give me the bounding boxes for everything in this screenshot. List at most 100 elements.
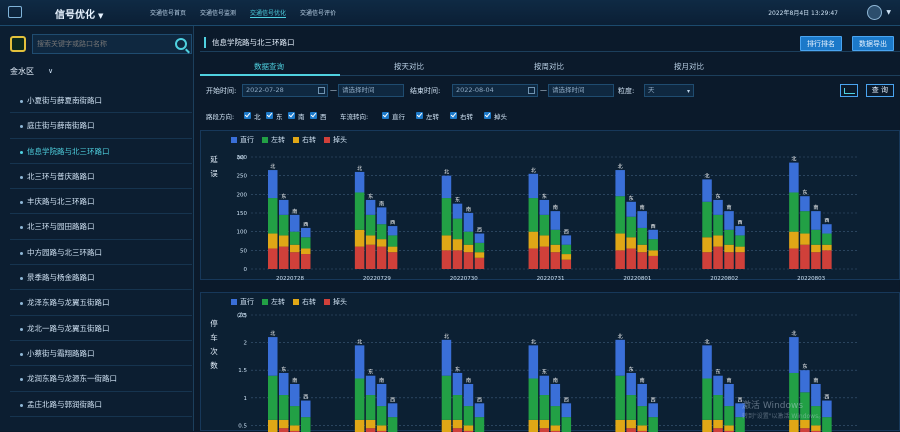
bar-segment — [474, 417, 485, 432]
bar-segment — [550, 406, 561, 426]
bar-segment — [626, 237, 636, 249]
bar-direction-label: 西 — [303, 395, 308, 401]
bar-segment — [441, 419, 452, 432]
query-button[interactable]: 查 询 — [865, 84, 894, 97]
rank-button[interactable]: 排行排名 — [800, 36, 842, 51]
nav-evaluate[interactable]: 交通信号评价 — [300, 10, 337, 17]
start-date-input[interactable]: 2022-07-28 — [242, 84, 328, 97]
bar-segment — [354, 229, 365, 247]
nav-optimize[interactable]: 交通信号优化 — [250, 10, 287, 18]
sidebar-item[interactable]: 龙泽东路与龙翼五街路口 — [10, 290, 192, 316]
y-tick-label: 50 — [240, 248, 247, 254]
chevron-down-icon[interactable]: ▼ — [886, 9, 891, 16]
search-input[interactable] — [37, 40, 167, 48]
bar-segment — [354, 419, 365, 432]
search-icon[interactable] — [175, 38, 187, 50]
sidebar-item[interactable]: 北三环与普庆路路口 — [10, 164, 192, 190]
bar-direction-label: 西 — [477, 228, 482, 234]
bar-segment — [626, 395, 636, 420]
end-time-input[interactable]: 请选择时间 — [548, 84, 614, 97]
sidebar-item[interactable]: 孟庄北路与郭润街路口 — [10, 392, 192, 417]
start-time-input[interactable]: 请选择时间 — [338, 84, 404, 97]
checkbox-south[interactable] — [288, 112, 295, 119]
legend-item[interactable]: 左转 — [262, 135, 285, 145]
legend-item[interactable]: 右转 — [293, 135, 316, 145]
range-dash: — — [330, 86, 337, 94]
bar-segment — [724, 425, 734, 431]
bar-segment — [301, 248, 311, 255]
main-content: 信息学院路与北三环路口 排行排名 数据导出 数据查询 按天对比 按周对比 按月对… — [200, 26, 900, 432]
bar-segment — [811, 425, 821, 431]
end-date-input[interactable]: 2022-08-04 — [452, 84, 538, 97]
sidebar-item[interactable]: 庭庄街与薛南街路口 — [10, 113, 192, 139]
bar-direction-label: 西 — [564, 229, 569, 235]
sidebar-item[interactable]: 龙润东路与龙源东一街路口 — [10, 366, 192, 392]
legend-straight-label: 直行 — [240, 136, 254, 144]
bar-segment — [376, 246, 387, 269]
checkbox-uturn[interactable] — [484, 112, 491, 119]
bar-segment — [789, 372, 799, 420]
nav-home[interactable]: 交通信号首页 — [150, 10, 187, 17]
granularity-select[interactable]: 天 ▾ — [644, 84, 694, 97]
sidebar-item[interactable]: 北三环与园田路路口 — [10, 214, 192, 240]
tab-month[interactable]: 按月对比 — [674, 62, 704, 71]
bar-segment — [528, 198, 539, 232]
bar-segment — [290, 406, 300, 426]
end-label: 结束时间: — [410, 87, 441, 95]
bar-segment — [452, 239, 463, 251]
bar-segment — [822, 250, 832, 269]
bar-segment — [822, 417, 832, 432]
legend-item[interactable]: 掉头 — [324, 297, 347, 307]
sidebar-item[interactable]: 龙北一路与龙翼五街路口 — [10, 316, 192, 341]
district-select[interactable]: 金水区 — [10, 67, 34, 76]
sidebar-item[interactable]: 景季路与杨金路路口 — [10, 265, 192, 291]
bar-segment — [735, 226, 745, 236]
stops-chart-panel: 停车次数 直行 左转 右转 掉头 (次) 0.5 1 1.5 2 2.5 北东南西 北东南西 北… — [200, 292, 900, 432]
legend-item[interactable]: 右转 — [293, 297, 316, 307]
tab-query[interactable]: 数据查询 — [254, 62, 284, 71]
nav-monitor[interactable]: 交通信号监测 — [200, 10, 237, 17]
sidebar-item[interactable]: 丰庆路与北三环路口 — [10, 189, 192, 215]
bar-direction-label: 东 — [455, 197, 460, 204]
bar-segment — [713, 395, 723, 420]
bar-segment — [365, 214, 376, 236]
bar-direction-label: 西 — [390, 397, 395, 403]
legend-item[interactable]: 直行 — [231, 135, 254, 145]
tab-week[interactable]: 按周对比 — [534, 62, 564, 71]
legend-item[interactable]: 掉头 — [324, 135, 347, 145]
bar-segment — [702, 419, 712, 432]
bar-direction-label: 东 — [368, 369, 373, 376]
legend-item[interactable]: 直行 — [231, 297, 254, 307]
app-title[interactable]: 信号优化 ▼ — [55, 10, 104, 21]
sidebar-item[interactable]: 信息学院路与北三环路口 — [10, 139, 192, 164]
legend-item[interactable]: 左转 — [262, 297, 285, 307]
checkbox-straight[interactable] — [382, 112, 389, 119]
bar-direction-label: 北 — [791, 330, 796, 337]
tab-day[interactable]: 按天对比 — [394, 62, 424, 71]
bar-segment — [550, 384, 561, 407]
legend-left-label: 左转 — [271, 298, 285, 306]
bar-segment — [800, 419, 810, 429]
avatar[interactable] — [867, 5, 882, 20]
sidebar-item[interactable]: 小蔡街与霜翔路路口 — [10, 341, 192, 367]
checkbox-right[interactable] — [450, 112, 457, 119]
chart-toggle-icon[interactable] — [840, 84, 858, 97]
bar-segment — [463, 231, 474, 245]
bar-segment — [268, 375, 278, 420]
bar-segment — [354, 345, 365, 379]
checkbox-west[interactable] — [310, 112, 317, 119]
y-tick-label: 300 — [237, 155, 248, 161]
bar-segment — [811, 252, 821, 269]
bar-segment — [539, 419, 550, 429]
page-title: 信息学院路与北三环路口 — [204, 37, 295, 48]
checkbox-east[interactable] — [266, 112, 273, 119]
export-button[interactable]: 数据导出 — [852, 36, 894, 51]
sidebar-item[interactable]: 中方园路与北三环路口 — [10, 240, 192, 266]
sidebar-item[interactable]: 小夏街与薛夏南街路口 — [10, 88, 192, 114]
range-dash: — — [540, 86, 547, 94]
checkbox-left[interactable] — [416, 112, 423, 119]
checkbox-north[interactable] — [244, 112, 251, 119]
bar-segment — [713, 375, 723, 396]
bar-segment — [452, 395, 463, 420]
chevron-down-icon[interactable]: ∨ — [48, 67, 54, 75]
